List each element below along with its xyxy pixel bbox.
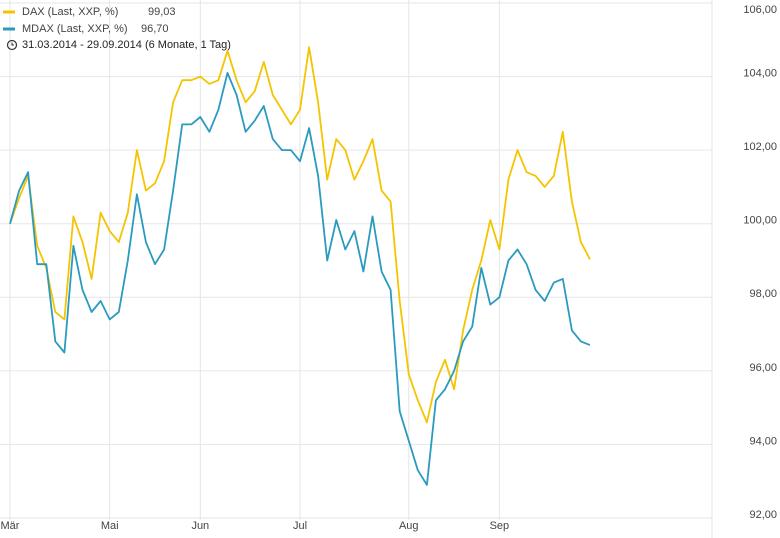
y-tick-label: 106,00 — [743, 4, 777, 16]
series-line — [9, 72, 591, 486]
y-tick-label: 102,00 — [743, 141, 777, 153]
series-line — [9, 46, 591, 424]
subtitle: 31.03.2014 - 29.09.2014 (6 Monate, 1 Tag… — [22, 39, 231, 51]
x-tick-label: Mär — [1, 520, 20, 532]
x-tick-label: Jun — [191, 520, 209, 532]
y-tick-label: 98,00 — [749, 288, 777, 300]
clock-hand — [11, 42, 14, 46]
y-tick-label: 104,00 — [743, 67, 777, 79]
x-tick-label: Jul — [293, 520, 307, 532]
x-tick-label: Mai — [101, 520, 119, 532]
y-tick-label: 92,00 — [749, 509, 777, 521]
legend-dax: DAX (Last, XXP, %) — [22, 6, 118, 18]
x-tick-label: Aug — [399, 520, 419, 532]
x-tick-label: Sep — [490, 520, 510, 532]
y-tick-label: 100,00 — [743, 215, 777, 227]
y-tick-label: 96,00 — [749, 362, 777, 374]
clock-icon — [6, 39, 18, 51]
legend-mdax: MDAX (Last, XXP, %) — [22, 23, 128, 35]
y-tick-label: 94,00 — [749, 435, 777, 447]
legend-mdax-value: 96,70 — [141, 23, 169, 35]
legend-dax-value: 99,03 — [148, 6, 176, 18]
